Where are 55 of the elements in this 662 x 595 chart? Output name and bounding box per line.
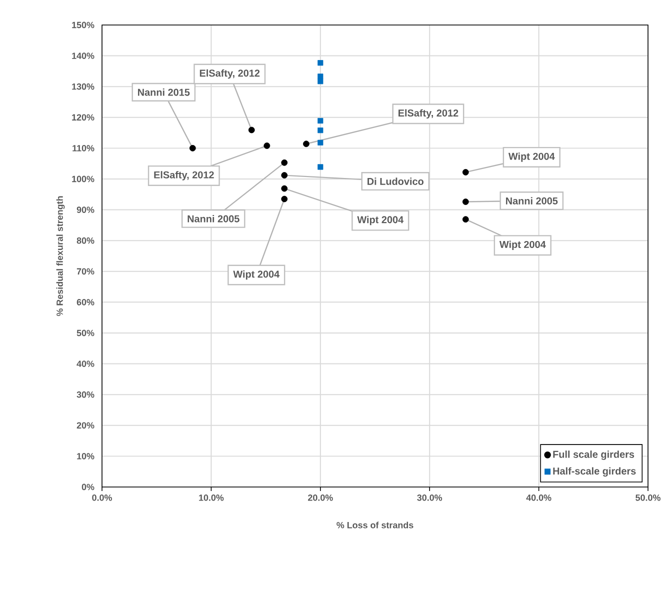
point: [248, 126, 255, 134]
annotation: Nanni 2015: [138, 88, 190, 96]
point: [318, 140, 324, 146]
y-tick-label: 70%: [76, 268, 94, 275]
point: [318, 164, 324, 170]
y-tick-label: 80%: [76, 237, 94, 244]
annotation: ElSafty, 2012: [398, 109, 458, 119]
y-tick-label: 10%: [77, 453, 94, 460]
point: [318, 128, 324, 134]
y-tick-label: 120%: [72, 114, 94, 121]
point: [303, 140, 310, 148]
y-tick-label: 110%: [72, 145, 94, 152]
x-tick-label: 30.0%: [417, 494, 442, 501]
annotation: Wipt 2004: [357, 216, 404, 226]
point: [281, 172, 288, 178]
annotation: ElSafty, 2012: [154, 171, 214, 180]
annotation: Wipt 2004: [508, 152, 555, 162]
x-tick-label: 10.0%: [199, 494, 224, 501]
y-tick-label: 100%: [72, 176, 94, 182]
point: [318, 60, 324, 66]
point: [318, 74, 324, 80]
x-tick-label: 40.0%: [526, 494, 552, 501]
y-tick-label: 20%: [76, 422, 94, 429]
point: [462, 198, 469, 205]
x-axis-title: % Loss of strands: [336, 522, 414, 528]
y-tick-label: 40%: [76, 360, 94, 367]
annotation: Di Ludovico: [368, 178, 424, 185]
y-tick-label: 0%: [82, 484, 94, 490]
y-tick-label: 150%: [72, 22, 94, 28]
annotation: Wipt 2004: [499, 240, 546, 250]
point: [281, 159, 288, 166]
point: [281, 196, 288, 202]
x-tick-label: 0.0%: [92, 494, 112, 501]
point: [264, 142, 270, 149]
point: [189, 144, 196, 152]
annotation: Nanni 2005: [506, 197, 558, 204]
y-tick-label: 30%: [76, 391, 94, 398]
y-tick-label: 60%: [76, 299, 94, 306]
legend-label: Full scale girders: [553, 450, 634, 460]
y-tick-label: 90%: [76, 206, 94, 213]
point: [462, 216, 469, 223]
annotation: Nanni 2005: [188, 215, 240, 222]
point: [281, 185, 288, 192]
y-tick-label: 130%: [72, 83, 94, 90]
annotation: ElSafty, 2012: [200, 69, 260, 79]
y-tick-label: 50%: [76, 330, 94, 336]
y-tick-label: 140%: [72, 52, 94, 59]
y-axis-title: % Residual flexural strength: [56, 196, 65, 316]
x-tick-label: 50.0%: [636, 494, 660, 501]
annotation: Wipt 2004: [233, 270, 280, 280]
point: [318, 118, 324, 124]
point: [462, 169, 469, 176]
legend-label: Half-scale girders: [553, 467, 636, 477]
point: [318, 78, 324, 84]
x-tick-label: 20.0%: [308, 494, 333, 501]
